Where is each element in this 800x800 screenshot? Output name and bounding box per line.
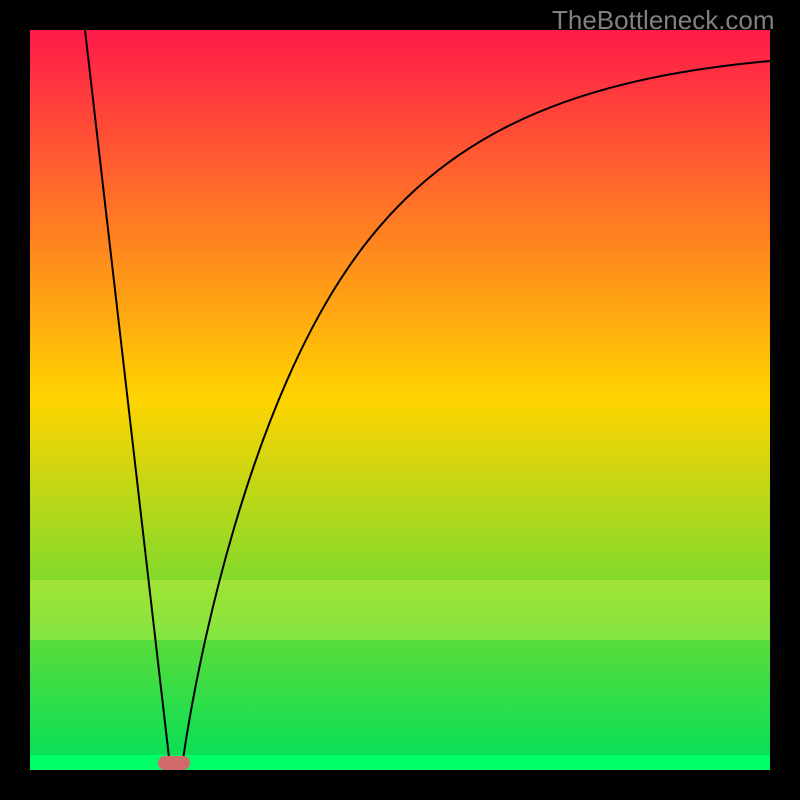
minimum-marker: [158, 756, 190, 770]
curve-left-segment: [85, 30, 170, 766]
curve-right-segment: [182, 61, 770, 766]
watermark-label: TheBottleneck.com: [552, 5, 775, 36]
bottleneck-curve: [0, 0, 800, 800]
chart-container: TheBottleneck.com: [0, 0, 800, 800]
